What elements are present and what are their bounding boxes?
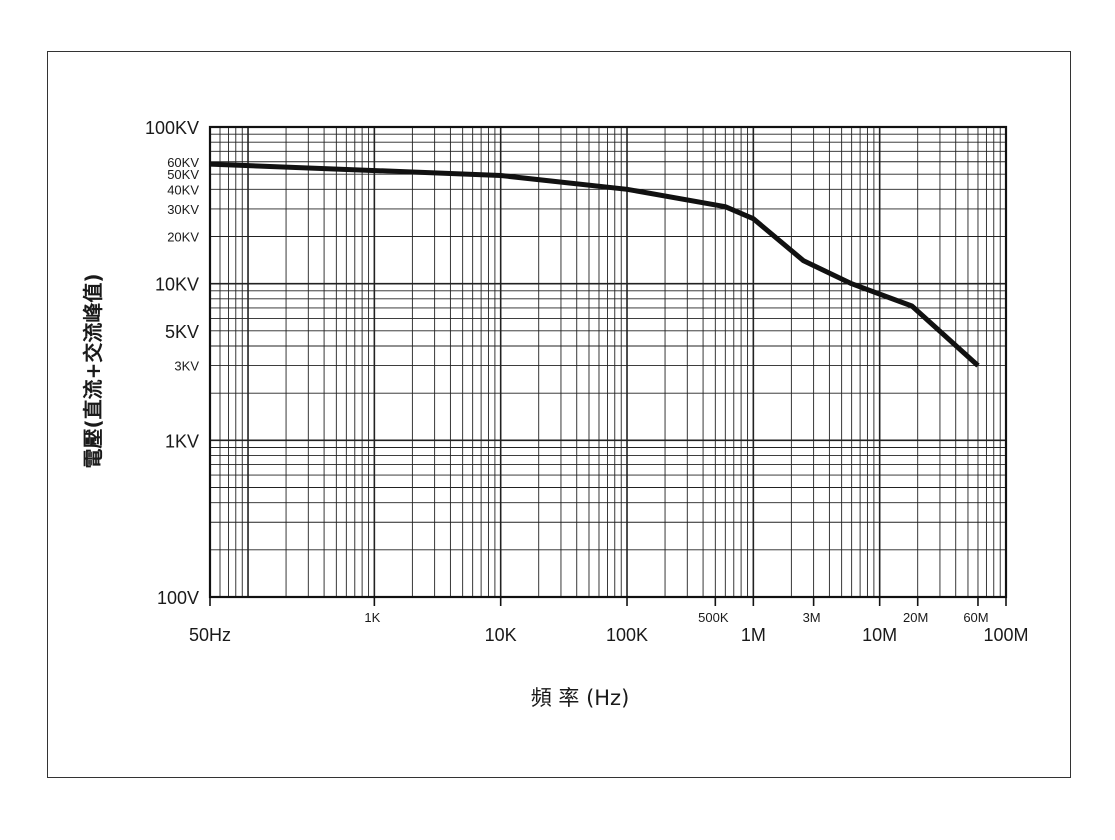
y-axis-label: 電壓(直流+交流峰值) [81, 273, 105, 468]
x-tick-label-10: 100M [983, 625, 1028, 645]
y-tick-label-8: 3KV [174, 359, 199, 374]
x-tick-label-0: 50Hz [189, 625, 231, 645]
x-tick-label-1: 1K [364, 610, 380, 625]
x-tick-label-2: 10K [485, 625, 517, 645]
x-tick-label-5: 1M [741, 625, 766, 645]
y-tick-label-6: 10KV [155, 275, 199, 295]
series-line-0 [209, 161, 980, 368]
y-tick-label-9: 1KV [165, 431, 199, 451]
x-tick-label-3: 100K [606, 625, 648, 645]
y-tick-label-10: 100V [157, 588, 199, 608]
x-axis-label: 頻 率 (Hz) [531, 686, 630, 710]
y-tick-label-5: 20KV [167, 230, 199, 245]
x-tick-label-6: 3M [803, 610, 821, 625]
y-tick-label-2: 50KV [167, 167, 199, 182]
y-tick-label-4: 30KV [167, 202, 199, 217]
x-tick-label-9: 60M [963, 610, 988, 625]
y-tick-label-7: 5KV [165, 322, 199, 342]
x-tick-label-7: 10M [862, 625, 897, 645]
x-tick-label-8: 20M [903, 610, 928, 625]
x-tick-label-4: 500K [698, 610, 729, 625]
y-tick-label-1: 60KV [167, 155, 199, 170]
chart-grid [208, 125, 1008, 599]
y-tick-label-3: 40KV [167, 182, 199, 197]
series-layer [209, 161, 980, 368]
plot-border [208, 125, 1008, 599]
chart-frame [47, 51, 1071, 778]
y-tick-label-0: 100KV [145, 118, 199, 138]
